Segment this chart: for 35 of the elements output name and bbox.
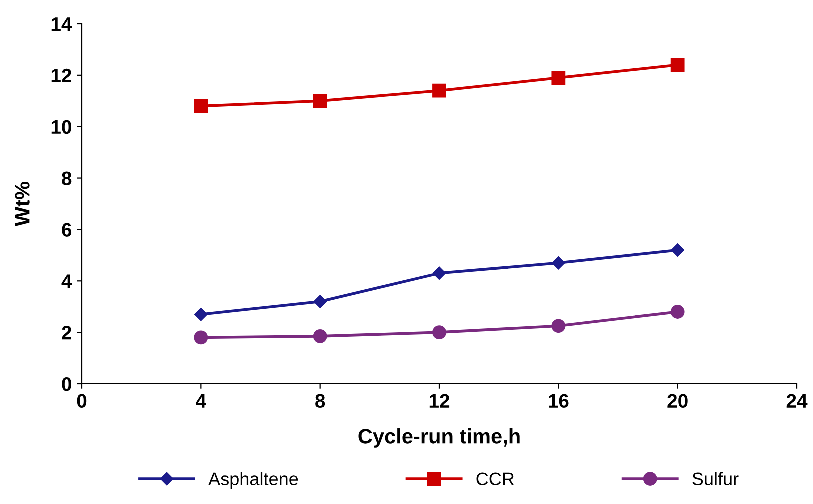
point bbox=[552, 319, 566, 334]
y-axis-title: Wt% bbox=[15, 182, 30, 227]
y-tick-label: 6 bbox=[62, 223, 72, 237]
y-tick-label: 10 bbox=[52, 120, 72, 134]
y-tick-label: 4 bbox=[62, 274, 72, 288]
point bbox=[432, 266, 446, 280]
x-tick-label: 0 bbox=[77, 394, 87, 408]
point bbox=[671, 244, 684, 257]
point bbox=[670, 305, 685, 319]
x-tick-label: 12 bbox=[430, 394, 450, 408]
point bbox=[194, 330, 208, 345]
x-tick-label: 8 bbox=[316, 394, 326, 408]
y-tick-label: 2 bbox=[62, 326, 72, 340]
point bbox=[552, 71, 566, 85]
point bbox=[432, 326, 446, 340]
x-tick-label: 4 bbox=[196, 394, 206, 408]
point bbox=[552, 256, 566, 270]
x-tick-label: 24 bbox=[786, 394, 808, 408]
point bbox=[432, 84, 446, 98]
x-tick-label: 20 bbox=[668, 394, 688, 408]
point bbox=[314, 295, 327, 308]
x-axis-title: Cycle-run time,h bbox=[358, 428, 520, 448]
x-tick-label: 16 bbox=[549, 394, 569, 408]
point bbox=[313, 94, 328, 108]
y-tick-label: 12 bbox=[52, 68, 72, 82]
point bbox=[670, 58, 685, 72]
legend-label: Sulfur bbox=[692, 472, 739, 486]
legend-label: CCR bbox=[476, 472, 514, 486]
point bbox=[194, 99, 208, 114]
legend-label: Asphaltene bbox=[208, 472, 298, 490]
y-tick-label: 0 bbox=[62, 377, 72, 392]
point bbox=[194, 308, 208, 322]
y-tick-label: 14 bbox=[52, 18, 72, 32]
y-tick-label: 8 bbox=[62, 172, 72, 186]
point bbox=[313, 329, 328, 344]
